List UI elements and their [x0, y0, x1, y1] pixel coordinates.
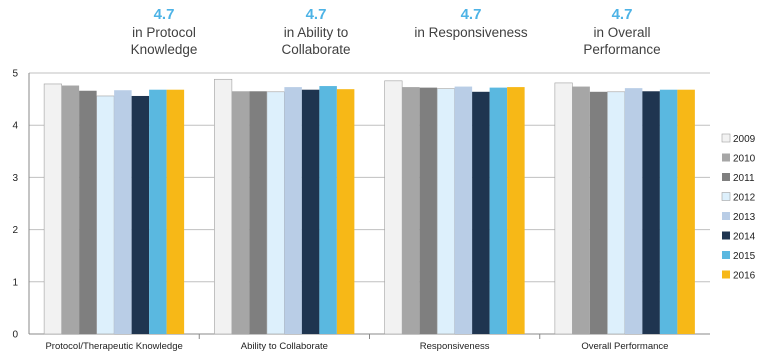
bar-2011 — [589, 91, 608, 335]
headline-score: 4.7 — [153, 6, 175, 23]
headline-caption: in Responsiveness — [414, 25, 528, 40]
bar-2013 — [114, 90, 132, 334]
legend-swatch-2016 — [722, 270, 730, 279]
bar-2009 — [384, 80, 403, 335]
headline-1: 4.7 in Protocol Knowledge — [89, 6, 239, 58]
x-category-label: Overall Performance — [581, 341, 668, 351]
headline-caption: in Ability to Collaborate — [281, 25, 351, 57]
headline-caption: in Overall Performance — [583, 25, 661, 57]
legend-label-2014: 2014 — [733, 232, 756, 243]
x-category-label: Ability to Collaborate — [241, 341, 328, 351]
legend-label-2013: 2013 — [733, 212, 756, 223]
headline-2: 4.7 in Ability to Collaborate — [241, 6, 391, 58]
legend-label-2010: 2010 — [733, 154, 756, 165]
bar-2015 — [319, 86, 337, 334]
y-tick-label: 1 — [12, 277, 18, 288]
legend-swatch-2015 — [722, 251, 730, 259]
legend-label-2009: 2009 — [733, 134, 756, 145]
bar-2013 — [454, 86, 473, 335]
y-tick-label: 0 — [12, 330, 18, 341]
bar-2012 — [607, 91, 626, 335]
legend-swatch-2009 — [721, 133, 731, 143]
bar-2010 — [61, 85, 80, 334]
bar-2011 — [79, 90, 97, 334]
bar-2015 — [659, 89, 678, 334]
legend-label-2012: 2012 — [733, 193, 756, 204]
headline-caption: in Protocol Knowledge — [130, 25, 198, 57]
legend-swatch-2013 — [722, 212, 730, 220]
bar-2016 — [166, 89, 185, 334]
legend-swatch-2011 — [722, 173, 730, 181]
legend-swatch-2014 — [722, 231, 730, 240]
y-tick-label: 3 — [12, 173, 18, 184]
headline-4: 4.7 in Overall Performance — [547, 6, 697, 58]
bar-2014 — [131, 95, 150, 334]
bar-2010 — [231, 91, 250, 335]
bar-2012 — [266, 91, 285, 335]
headline-score: 4.7 — [305, 6, 327, 23]
bar-2014 — [642, 91, 660, 335]
x-category-label: Protocol/Therapeutic Knowledge — [45, 341, 182, 351]
bar-2009 — [214, 78, 233, 335]
bar-2013 — [624, 88, 643, 334]
bar-2015 — [489, 87, 508, 334]
bar-2015 — [149, 89, 167, 334]
bar-2013 — [284, 87, 302, 335]
bar-2010 — [402, 87, 420, 335]
legend-label-2015: 2015 — [733, 251, 756, 262]
bar-2014 — [301, 89, 320, 334]
bar-2011 — [419, 87, 438, 334]
headline-score: 4.7 — [611, 6, 633, 23]
legend-label-2011: 2011 — [733, 173, 755, 184]
bar-2012 — [436, 88, 455, 335]
bar-2011 — [249, 91, 267, 335]
bar-2012 — [96, 95, 115, 335]
bar-2009 — [43, 83, 62, 335]
headline-score: 4.7 — [460, 6, 482, 23]
bar-2010 — [572, 86, 590, 335]
legend-swatch-2012 — [721, 192, 731, 201]
bar-2014 — [472, 91, 490, 335]
bar-2016 — [507, 87, 525, 335]
legend-swatch-2010 — [722, 153, 730, 162]
legend-label-2016: 2016 — [733, 271, 756, 282]
x-category-label: Responsiveness — [420, 341, 490, 351]
bar-2016 — [677, 89, 695, 334]
headline-3: 4.7 in Responsiveness — [396, 6, 546, 41]
y-tick-label: 4 — [12, 121, 18, 132]
y-tick-label: 5 — [12, 69, 18, 80]
y-tick-label: 2 — [12, 225, 18, 236]
bar-2016 — [336, 89, 355, 334]
bar-2009 — [554, 82, 573, 335]
